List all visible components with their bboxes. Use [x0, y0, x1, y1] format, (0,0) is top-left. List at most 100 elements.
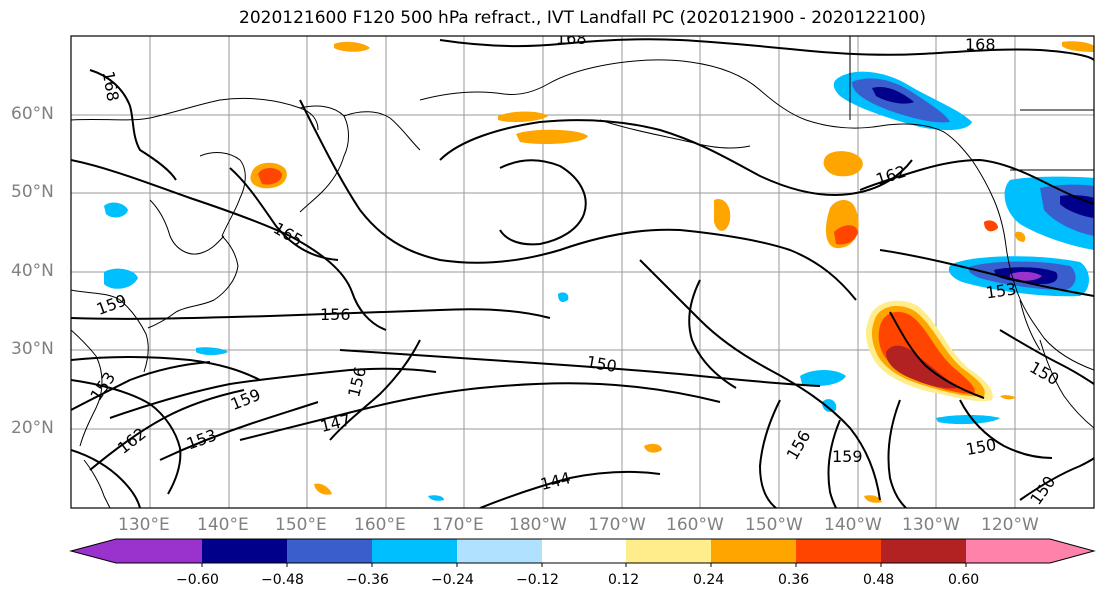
- ivt-kamchatka-patch-r: [258, 168, 282, 185]
- map-frame: [70, 35, 1095, 509]
- lat-label-50n: 50°N: [11, 182, 54, 202]
- ivt-sub-orange-4: [1000, 395, 1016, 400]
- colorbar-extend-high: [1050, 539, 1094, 563]
- contour-label-168-c: 168: [965, 35, 996, 54]
- ivt-sub-blue-3: [822, 399, 837, 412]
- lon-label-180w: 180°W: [509, 515, 567, 535]
- ivt-alaska-blue-3: [872, 86, 914, 104]
- ivt-sub-blue-2: [936, 415, 1000, 425]
- contour-label-153-c: 153: [985, 279, 1018, 302]
- ivt-sub-orange-5: [984, 220, 998, 232]
- contour-sw-swirl-2: [71, 379, 182, 495]
- lon-label-150e: 150°E: [275, 515, 327, 535]
- contour-150-east: [999, 329, 1094, 385]
- contour-150-se: [959, 399, 1053, 459]
- contour-sw-swirl-3: [71, 449, 141, 508]
- colorbar-segment-1: [202, 539, 287, 563]
- colorbar-segment-5: [542, 539, 626, 563]
- lon-label-130w: 130°W: [902, 515, 960, 535]
- lon-label-170e: 170°E: [432, 515, 484, 535]
- contour-163-kam: [229, 167, 339, 261]
- colorbar-segment-4: [457, 539, 542, 563]
- colorbar-tick-9: 0.60: [948, 572, 980, 588]
- contour-label-156-a: 156: [320, 305, 351, 324]
- contour-147: [239, 382, 721, 441]
- contour-162-big: [299, 99, 857, 301]
- ivt-plume-red: [878, 311, 975, 394]
- ivt-japan-blue-2: [104, 268, 138, 289]
- contour-153-sw: [71, 361, 211, 411]
- map-title: 2020121600 F120 500 hPa refract., IVT La…: [239, 8, 927, 28]
- ivt-arctic-patch: [334, 41, 370, 52]
- contour-plume-line: [889, 311, 985, 399]
- ivt-sub-orange-2: [314, 483, 332, 495]
- contour-159-sw: [109, 367, 437, 419]
- ivt-japan-blue-1: [104, 202, 128, 218]
- lon-label-170w: 170°W: [588, 515, 646, 535]
- contour-trough-5: [887, 399, 907, 508]
- contour-162-gulf: [859, 158, 1094, 205]
- ivt-sub-orange-3: [864, 495, 882, 503]
- ivt-arctic-patch-2: [1062, 41, 1094, 52]
- ivt-gulf-patch-2r: [834, 225, 858, 245]
- colorbar-segment-2: [287, 539, 372, 563]
- lon-label-140e: 140°E: [197, 515, 249, 535]
- contour-144: [479, 470, 661, 508]
- colorbar-segment-8: [796, 539, 881, 563]
- colorbar-segment-0: [116, 539, 202, 563]
- colorbar-segment-7: [711, 539, 796, 563]
- contour-trough-2: [688, 279, 737, 389]
- ivt-gulf-patch-1: [823, 151, 863, 177]
- colorbar-tick-3: −0.24: [431, 572, 474, 588]
- contour-north-168: [439, 38, 1094, 61]
- colorbar-extend-low: [71, 539, 116, 563]
- colorbar-tick-8: 0.48: [863, 572, 895, 588]
- lat-label-60n: 60°N: [11, 104, 54, 124]
- lon-label-160w: 160°W: [666, 515, 724, 535]
- contour-inner-loop: [499, 159, 587, 246]
- contour-153-inner: [159, 401, 319, 461]
- ivt-bering-patch-2: [498, 111, 548, 123]
- contour-150-far-se: [1019, 457, 1094, 501]
- ivt-ca-blue-4: [1010, 271, 1042, 281]
- lon-label-160e: 160°E: [354, 515, 406, 535]
- colorbar-segment-3: [372, 539, 457, 563]
- contour-153-coast: [879, 249, 1094, 297]
- contour-trough-3: [758, 399, 781, 508]
- contour-label-168-b: 168: [556, 29, 587, 48]
- ivt-gulf-patch-3: [714, 198, 731, 231]
- ivt-sub-orange-1: [644, 443, 662, 453]
- colorbar-segment-6: [626, 539, 711, 563]
- lat-label-30n: 30°N: [11, 339, 54, 359]
- colorbar: [69, 538, 1096, 567]
- ivt-sub-blue-5: [428, 495, 444, 501]
- contour-label-159-c: 159: [832, 447, 863, 466]
- colorbar-segment-9: [881, 539, 966, 563]
- contour-156-mid: [71, 308, 551, 320]
- coastlines: [71, 36, 1094, 508]
- colorbar-tick-6: 0.24: [693, 572, 725, 588]
- contour-150-mid: [339, 349, 821, 387]
- colorbar-tick-0: −0.60: [176, 572, 219, 588]
- contour-165-west: [71, 159, 387, 331]
- colorbar-tick-5: 0.12: [608, 572, 640, 588]
- colorbar-segment-10: [966, 539, 1050, 563]
- contour-168-nw: [89, 69, 177, 181]
- height-contours: [71, 38, 1094, 508]
- contour-trough-1: [639, 259, 881, 501]
- contour-sw-swirl-1: [71, 356, 261, 381]
- ivt-japan-blue-3: [196, 347, 228, 355]
- lon-label-150w: 150°W: [745, 515, 803, 535]
- ivt-sub-orange-6: [1015, 231, 1026, 242]
- lon-label-120w: 120°W: [981, 515, 1039, 535]
- lon-label-130e: 130°E: [118, 515, 170, 535]
- colorbar-tick-7: 0.36: [778, 572, 810, 588]
- ivt-sub-blue-4: [558, 292, 569, 302]
- lat-label-40n: 40°N: [11, 261, 54, 281]
- contour-bering-loop: [439, 119, 913, 197]
- contour-trough-4: [827, 419, 841, 508]
- colorbar-tick-4: −0.12: [516, 572, 559, 588]
- lat-label-20n: 20°N: [11, 418, 54, 438]
- ivt-bering-patch-1: [516, 129, 588, 144]
